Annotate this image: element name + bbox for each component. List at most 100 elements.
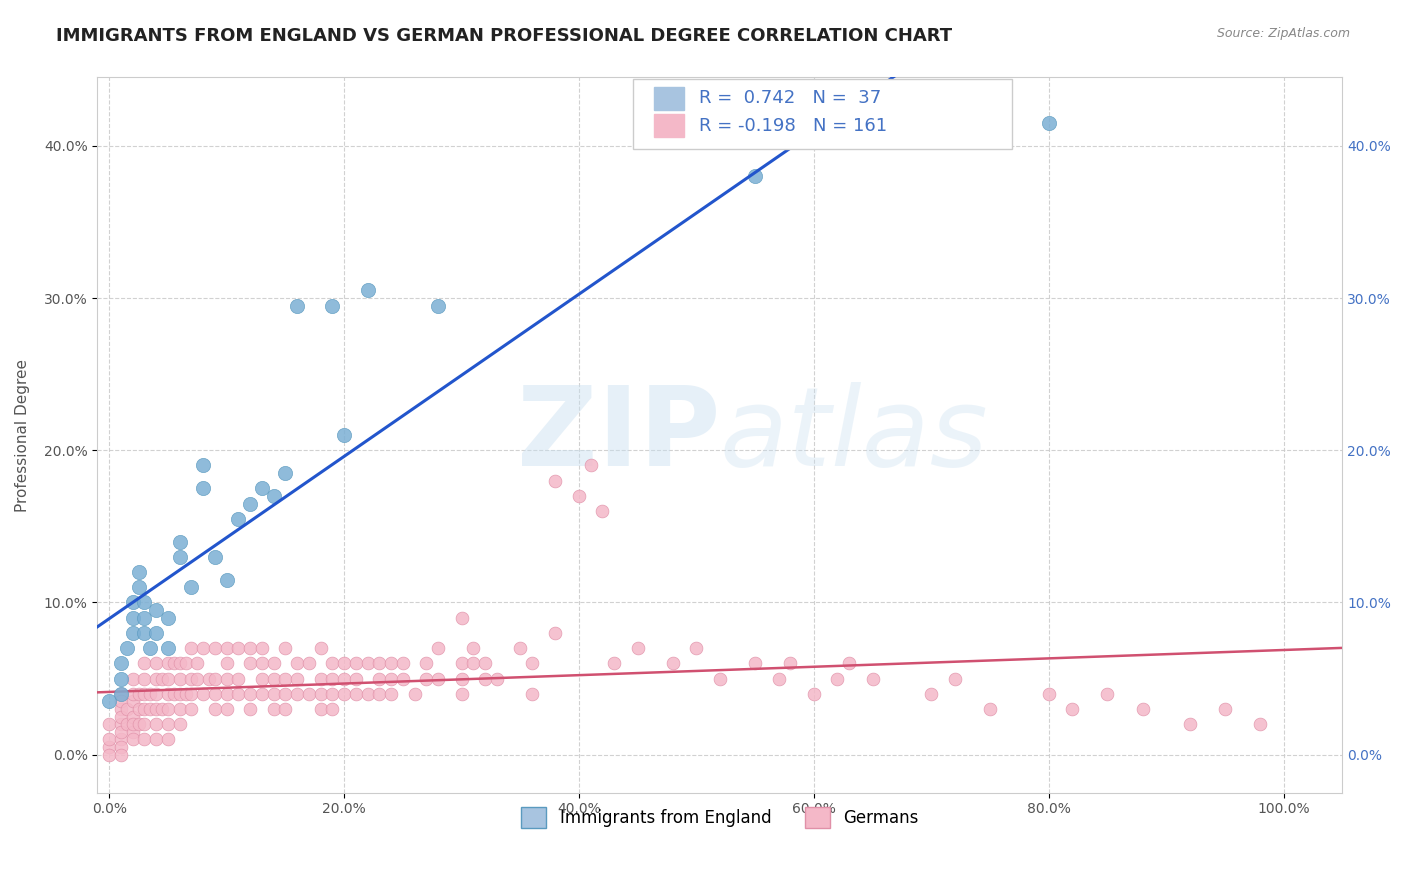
Point [139,641,162,656]
Point [98,694,121,708]
Point [485,672,508,686]
Point [156,717,179,731]
Point [163,687,186,701]
Point [134,625,156,640]
Point [368,672,391,686]
Point [204,641,226,656]
Point [193,458,215,473]
Point [180,580,202,594]
Point [603,657,626,671]
Point [115,702,138,716]
Point [333,687,356,701]
Point [150,702,173,716]
Point [169,672,191,686]
Point [920,687,942,701]
Point [121,732,143,747]
Point [263,687,285,701]
Point [263,672,285,686]
Point [427,299,450,313]
Point [215,702,238,716]
Point [186,672,208,686]
Point [1062,702,1084,716]
Point [121,709,143,723]
Point [169,657,191,671]
Point [520,657,543,671]
Point [943,672,966,686]
Point [662,657,685,671]
Point [145,603,167,617]
Point [427,641,450,656]
Point [134,732,156,747]
Point [380,687,402,701]
Point [321,672,343,686]
Point [215,672,238,686]
Point [321,702,343,716]
Point [380,672,402,686]
Point [121,717,143,731]
Point [98,747,121,762]
Point [463,657,485,671]
Point [110,739,132,754]
Point [198,672,221,686]
Point [321,687,343,701]
Point [98,717,121,731]
Point [544,474,567,488]
Point [685,641,707,656]
Point [110,717,132,731]
Point [239,687,262,701]
Point [250,672,273,686]
Point [110,687,132,701]
Point [509,641,531,656]
Point [145,657,167,671]
Point [110,724,132,739]
Point [121,672,143,686]
Point [344,657,367,671]
Point [250,657,273,671]
Point [128,580,150,594]
Point [250,481,273,495]
Point [285,672,308,686]
Point [321,657,343,671]
Point [862,672,884,686]
Point [121,610,143,624]
Point [415,672,437,686]
Point [128,687,150,701]
Point [239,496,262,510]
Point [627,641,650,656]
Point [463,641,485,656]
Point [134,595,156,609]
Point [121,694,143,708]
Point [333,672,356,686]
Point [263,702,285,716]
Point [156,687,179,701]
Point [979,702,1001,716]
FancyBboxPatch shape [654,87,683,110]
Point [134,717,156,731]
Point [163,657,186,671]
Point [169,549,191,564]
Point [180,687,202,701]
Point [474,657,496,671]
Point [115,641,138,656]
Y-axis label: Professional Degree: Professional Degree [15,359,30,511]
Point [215,657,238,671]
Point [391,672,413,686]
Point [169,702,191,716]
Point [204,702,226,716]
Point [228,641,250,656]
Point [186,657,208,671]
Point [145,732,167,747]
Point [110,709,132,723]
Point [180,702,202,716]
Point [333,657,356,671]
Text: Source: ZipAtlas.com: Source: ZipAtlas.com [1216,27,1350,40]
Point [1097,687,1119,701]
Point [768,672,790,686]
Point [156,610,179,624]
Point [110,702,132,716]
Point [215,573,238,587]
Point [134,610,156,624]
Point [450,610,472,624]
Point [474,672,496,686]
Point [156,657,179,671]
